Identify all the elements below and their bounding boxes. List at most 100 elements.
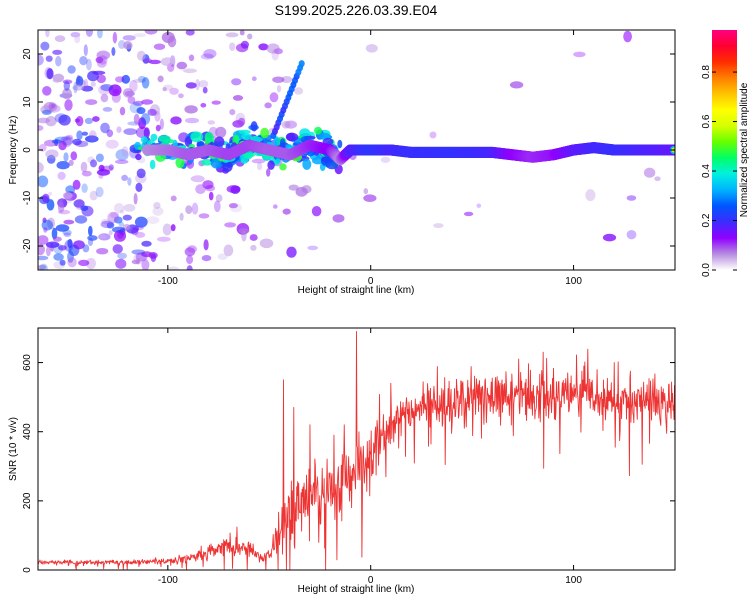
- heatmap-noise-blob: [113, 216, 123, 224]
- heatmap-noise-blob: [239, 30, 245, 36]
- heatmap-y-tick-label: -20: [22, 238, 33, 253]
- heatmap-turbulent-blob: [165, 139, 174, 144]
- heatmap-noise-blob: [81, 85, 94, 92]
- heatmap-noise-blob: [63, 152, 69, 162]
- heatmap-noise-blob: [45, 55, 53, 62]
- heatmap-noise-blob: [86, 257, 96, 270]
- heatmap-noise-blob: [63, 232, 72, 238]
- heatmap-turbulent-blob: [175, 157, 185, 169]
- heatmap-noise-blob: [74, 35, 81, 44]
- heatmap-noise-blob: [198, 80, 209, 88]
- snr-panel: -100 0 100 0 200 400 600 Height of straight l…: [8, 327, 676, 595]
- heatmap-noise-blob: [380, 156, 391, 163]
- heatmap-noise-blob: [81, 170, 92, 177]
- heatmap-noise-blob: [97, 55, 108, 65]
- heatmap-noise-blob: [72, 179, 81, 190]
- heatmap-noise-blob: [276, 85, 282, 93]
- heatmap-noise-blob: [123, 204, 136, 212]
- heatmap-noise-blob: [138, 117, 147, 130]
- heatmap-noise-blob: [73, 81, 78, 94]
- heatmap-noise-blob: [141, 251, 153, 258]
- heatmap-noise-blob: [153, 202, 161, 209]
- heatmap-noise-blob: [106, 222, 115, 229]
- heatmap-noise-blob: [52, 49, 63, 55]
- heatmap-noise-blob: [654, 176, 661, 181]
- heatmap-noise-blob: [45, 30, 50, 38]
- heatmap-noise-blob: [135, 252, 148, 262]
- heatmap-noise-blob: [67, 257, 77, 268]
- heatmap-noise-blob: [191, 202, 199, 215]
- heatmap-noise-blob: [160, 57, 174, 67]
- heatmap-noise-blob: [215, 194, 223, 203]
- heatmap-noise-blob: [64, 239, 74, 252]
- heatmap-noise-blob: [159, 118, 164, 130]
- heatmap-noise-blob: [228, 203, 238, 209]
- heatmap-x-ticks: -100 0 100: [158, 30, 582, 287]
- heatmap-noise-blob: [70, 151, 78, 161]
- heatmap-noise-blob: [43, 227, 48, 233]
- heatmap-noise-blob: [156, 236, 171, 242]
- heatmap-noise-blob: [264, 102, 272, 109]
- heatmap-noise-blob: [111, 91, 121, 103]
- heatmap-noise-blob: [169, 87, 179, 95]
- heatmap-noise-blob: [476, 203, 482, 208]
- heatmap-noise-blob: [38, 125, 44, 131]
- heatmap-noise-blob: [211, 100, 221, 105]
- heatmap-noise-blob: [135, 182, 143, 192]
- heatmap-noise-blob: [626, 195, 637, 201]
- heatmap-turbulent-blob: [285, 132, 299, 142]
- heatmap-noise-blob: [73, 240, 85, 250]
- heatmap-noise-blob: [115, 149, 129, 161]
- heatmap-noise-blob: [83, 78, 89, 90]
- heatmap-noise-blob: [89, 190, 98, 201]
- heatmap-noise-blob: [200, 103, 207, 108]
- heatmap-noise-blob: [122, 214, 132, 221]
- heatmap-noise-blob: [217, 253, 228, 260]
- snr-x-axis-label: Height of straight line (km): [298, 584, 415, 595]
- heatmap-turbulent-blob: [190, 131, 204, 143]
- heatmap-noise-blob: [195, 78, 200, 91]
- heatmap-noise-blob: [135, 257, 141, 265]
- heatmap-noise-blob: [170, 224, 176, 232]
- heatmap-noise-blob: [98, 233, 111, 241]
- heatmap-noise-blob: [186, 255, 194, 265]
- heatmap-turbulent-blob: [260, 127, 269, 139]
- heatmap-noise-blob: [229, 109, 236, 116]
- heatmap-noise-blob: [122, 88, 134, 98]
- heatmap-noise-blob: [78, 259, 90, 267]
- heatmap-turbulent-blob: [254, 136, 263, 142]
- heatmap-noise-blob: [123, 41, 133, 50]
- heatmap-noise-blob: [83, 44, 88, 57]
- heatmap-noise-blob: [46, 246, 51, 257]
- heatmap-noise-blob: [54, 113, 68, 123]
- heatmap-noise-blob: [40, 41, 50, 51]
- heatmap-noise-blob: [67, 250, 74, 263]
- heatmap-noise-blob: [96, 169, 111, 176]
- colorbar-tick-label: 0.2: [701, 213, 712, 227]
- heatmap-noise-blob: [75, 75, 84, 87]
- heatmap-turbulent-blob: [135, 153, 142, 161]
- heatmap-noise-blob: [131, 249, 146, 255]
- heatmap-turbulent-blob: [314, 126, 322, 135]
- heatmap-noise-blob: [52, 78, 62, 83]
- heatmap-noise-blob: [201, 255, 212, 262]
- heatmap-noise-blob: [55, 224, 70, 232]
- heatmap-noise-blob: [112, 31, 118, 44]
- snr-y-tick-label: 0: [22, 567, 33, 573]
- heatmap-noise-blob: [163, 84, 174, 91]
- heatmap-noise-blob: [74, 198, 85, 210]
- heatmap-noise-blob: [38, 117, 50, 124]
- heatmap-noise-blob: [132, 225, 144, 231]
- heatmap-noise-blob: [272, 76, 285, 83]
- heatmap-noise-blob: [238, 117, 246, 126]
- heatmap-ridge: [142, 139, 675, 166]
- snr-series-line: [38, 331, 675, 570]
- heatmap-noise-blob: [282, 208, 291, 215]
- heatmap-noise-blob: [45, 149, 59, 159]
- heatmap-noise-blob: [281, 76, 293, 83]
- heatmap-noise-blob: [152, 206, 164, 216]
- heatmap-noise-blob: [63, 219, 75, 225]
- heatmap-noise-blob: [58, 245, 67, 251]
- heatmap-plot-area: [38, 30, 675, 270]
